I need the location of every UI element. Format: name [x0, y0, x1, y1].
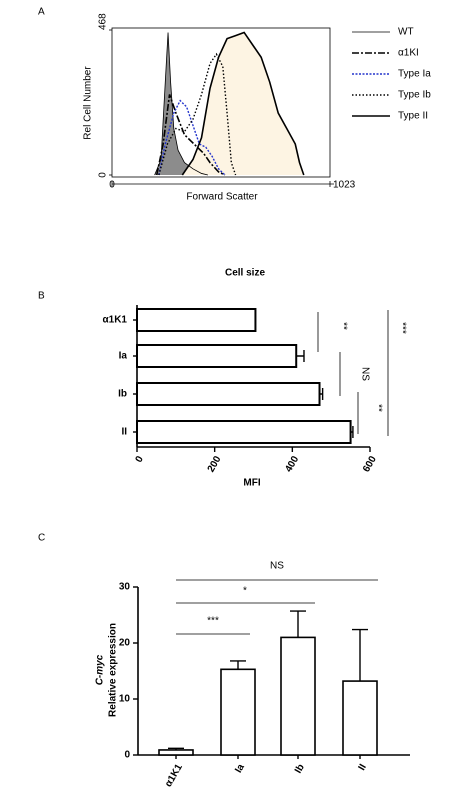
- x-tick-label: Ib: [293, 762, 307, 775]
- error-bar: [319, 388, 324, 400]
- legend-label: Type Ib: [398, 90, 431, 101]
- error-bar: [168, 747, 184, 750]
- bar: [136, 420, 352, 444]
- bar: [136, 344, 298, 368]
- x-tick-label: α1K1: [163, 762, 185, 789]
- legend-label: WT: [398, 27, 414, 38]
- histogram-line: [154, 32, 208, 176]
- legend-label: Type Ia: [398, 69, 431, 80]
- significance-label: **: [337, 322, 348, 330]
- significance-label: ***: [207, 616, 219, 627]
- y-axis-label: Rel Cell Number: [83, 66, 94, 140]
- y-tick-label: 30: [119, 582, 131, 593]
- y-axis-label: C-myc: [95, 654, 106, 685]
- histogram-area: [154, 32, 208, 175]
- y-axis-label: Relative expression: [108, 623, 119, 717]
- significance-label: *: [243, 586, 247, 597]
- panel-label: A: [38, 7, 45, 18]
- x-axis-label: Forward Scatter: [186, 192, 258, 203]
- y-tick-label: Ib: [118, 389, 127, 400]
- y-tick-label: 0: [98, 172, 109, 178]
- legend-label: α1KI: [398, 48, 419, 59]
- significance-label: ***: [396, 322, 407, 334]
- error-bar: [352, 628, 368, 682]
- error-bar: [290, 610, 306, 638]
- x-tick-label: Ia: [233, 762, 247, 775]
- x-tick-label: 0: [109, 180, 115, 191]
- y-tick-label: II: [121, 427, 127, 438]
- y-tick-label: α1K1: [103, 315, 128, 326]
- bar: [136, 308, 257, 332]
- y-tick-label: 10: [119, 694, 131, 705]
- histogram-line: [158, 52, 237, 176]
- x-axis-label: MFI: [243, 478, 260, 489]
- x-tick-label: 200: [206, 454, 224, 474]
- legend-label: Type II: [398, 111, 428, 122]
- y-tick-label: 0: [124, 750, 130, 761]
- x-tick-label: 0: [134, 454, 147, 465]
- histogram-line: [155, 94, 226, 176]
- panel-label: B: [38, 291, 45, 302]
- x-tick-label: II: [357, 762, 369, 773]
- bar: [342, 680, 378, 756]
- histogram-line: [158, 99, 226, 176]
- histogram-line: [181, 31, 305, 176]
- chart-title: Cell size: [225, 268, 265, 279]
- error-bar: [230, 660, 246, 670]
- bar: [280, 636, 316, 756]
- bar: [158, 749, 194, 756]
- x-tick-label: 600: [361, 454, 379, 474]
- y-tick-label: 468: [98, 13, 109, 30]
- y-tick-label: Ia: [119, 351, 128, 362]
- error-bar: [350, 426, 354, 438]
- significance-label: **: [372, 404, 383, 412]
- significance-label: NS: [359, 367, 370, 381]
- x-tick-label: 400: [283, 454, 301, 474]
- error-bar: [296, 350, 305, 362]
- histogram-area: [182, 32, 304, 175]
- plot-frame: [111, 27, 331, 178]
- bar: [220, 668, 256, 756]
- bar: [136, 382, 321, 406]
- x-tick-label: 1023: [333, 180, 356, 191]
- y-tick-label: 20: [119, 638, 131, 649]
- panel-label: C: [38, 533, 45, 544]
- significance-label: NS: [270, 561, 284, 572]
